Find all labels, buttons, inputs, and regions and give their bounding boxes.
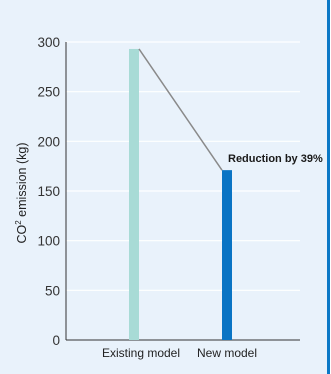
y-axis-label-sup: 2 xyxy=(14,220,23,225)
bars xyxy=(129,48,232,340)
y-tick-label: 50 xyxy=(45,283,60,298)
y-axis-label-main: CO xyxy=(15,224,29,243)
gridlines xyxy=(66,41,300,291)
x-tick-labels: Existing model New model xyxy=(102,346,257,360)
y-tick-label: 150 xyxy=(37,184,60,199)
x-tick-label: Existing model xyxy=(102,346,180,360)
y-tick-label: 300 xyxy=(37,35,60,50)
bar-new-model xyxy=(222,170,232,340)
reduction-connector-line xyxy=(138,48,223,171)
reduction-annotation: Reduction by 39% xyxy=(228,153,323,165)
y-tick-label: 250 xyxy=(37,85,60,100)
y-axis-label: CO2 emission (kg) xyxy=(14,143,29,244)
x-tick-label: New model xyxy=(197,346,257,360)
y-tick-label: 0 xyxy=(52,333,60,348)
y-tick-label: 200 xyxy=(37,134,60,149)
y-tick-labels: 0 50 100 150 200 250 300 xyxy=(37,35,60,348)
y-axis-label-rest: emission (kg) xyxy=(15,143,29,221)
y-tick-label: 100 xyxy=(37,234,60,249)
bar-existing-model xyxy=(129,48,139,340)
